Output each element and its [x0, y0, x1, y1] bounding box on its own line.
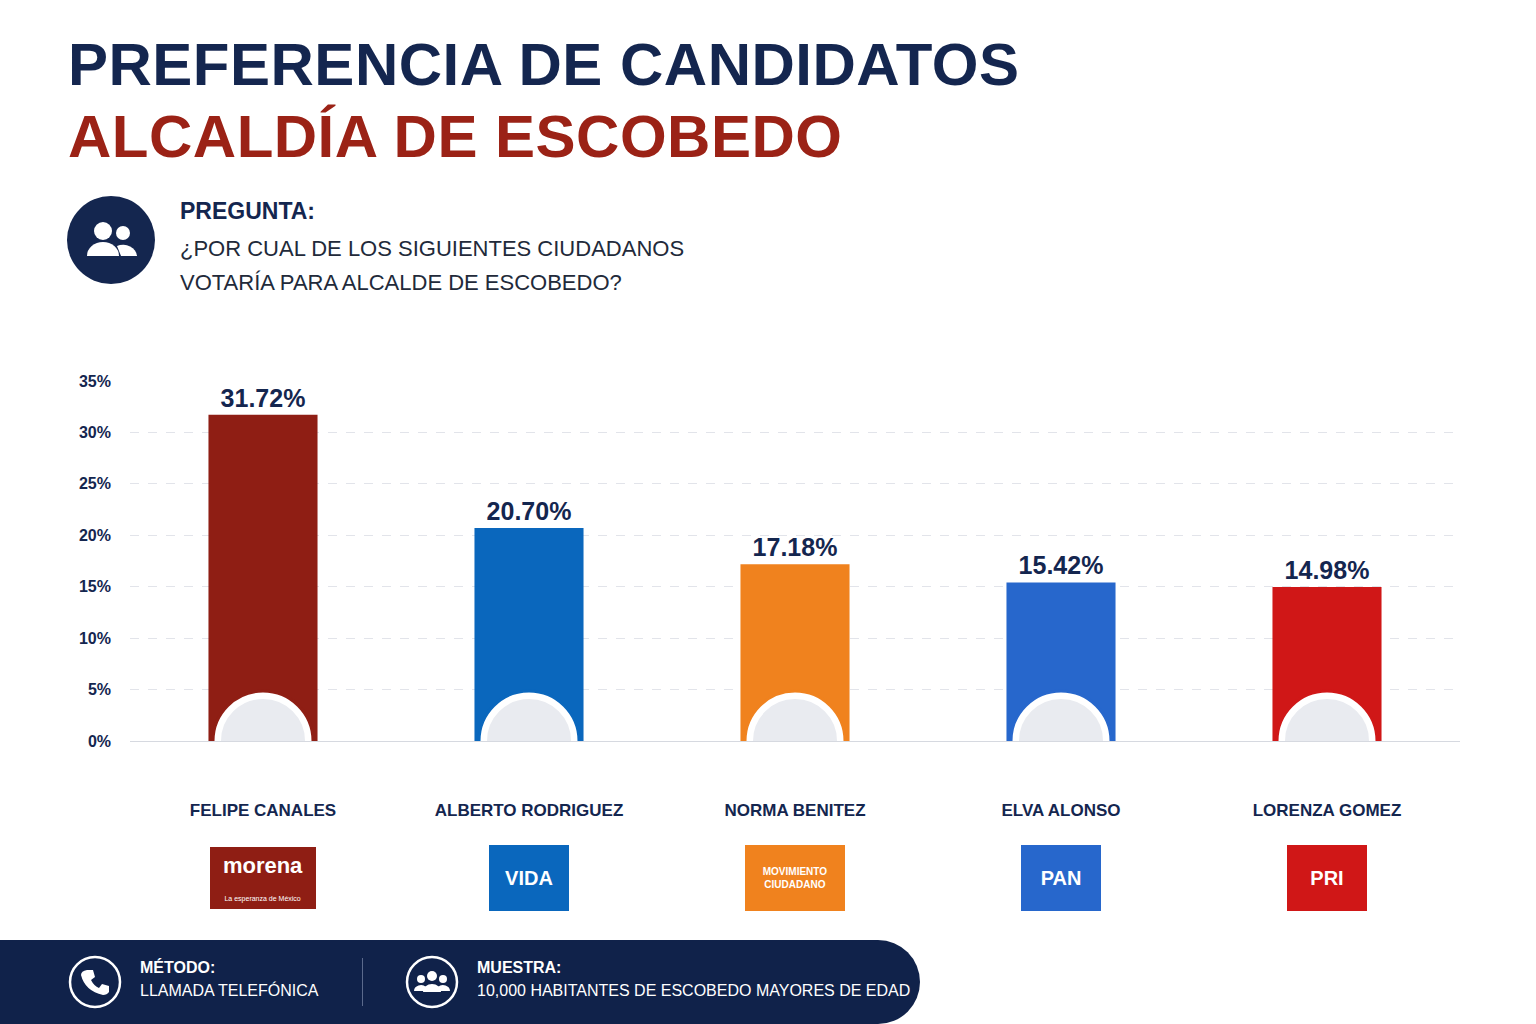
html-text:PREGUNTA:: PREGUNTA: — [180, 198, 315, 224]
svg-text:morenaLa esperanza de México: morenaLa esperanza de México — [223, 853, 303, 904]
html-text:10,000 HABITANTES DE ESCOBEDO: 10,000 HABITANTES DE ESCOBEDO MAYORES DE… — [477, 982, 911, 999]
svg-text:20.70%: 20.70% — [487, 497, 572, 525]
svg-text:25%: 25% — [79, 475, 111, 492]
html-text:PREFERENCIA DE CANDIDATOS: PREFERENCIA DE CANDIDATOS — [68, 31, 1020, 98]
svg-text:0%: 0% — [88, 733, 111, 750]
svg-text:MOVIMIENTOCIUDADANO: MOVIMIENTOCIUDADANO — [763, 866, 827, 890]
svg-text:20%: 20% — [79, 527, 111, 544]
svg-text:VIDA: VIDA — [505, 867, 553, 889]
svg-text:15%: 15% — [79, 578, 111, 595]
svg-text:15.42%: 15.42% — [1019, 551, 1104, 579]
html-text:ALCALDÍA DE ESCOBEDO: ALCALDÍA DE ESCOBEDO — [68, 103, 843, 170]
svg-text:30%: 30% — [79, 424, 111, 441]
html-text:MÉTODO:: MÉTODO: — [140, 959, 216, 976]
svg-text:5%: 5% — [88, 681, 111, 698]
svg-text:35%: 35% — [79, 373, 111, 390]
svg-text:NORMA BENITEZ: NORMA BENITEZ — [724, 801, 865, 820]
html-text:¿POR CUAL DE LOS SIGUIENTES CI: ¿POR CUAL DE LOS SIGUIENTES CIUDADANOS V… — [180, 236, 685, 295]
svg-text:PAN: PAN — [1041, 867, 1082, 889]
svg-text:LORENZA GOMEZ: LORENZA GOMEZ — [1253, 801, 1402, 820]
svg-text:PRI: PRI — [1310, 867, 1343, 889]
svg-text:FELIPE CANALES: FELIPE CANALES — [190, 801, 336, 820]
svg-text:14.98%: 14.98% — [1285, 556, 1370, 584]
html-text:LLAMADA TELEFÓNICA: LLAMADA TELEFÓNICA — [140, 982, 319, 999]
svg-text:ALBERTO RODRIGUEZ: ALBERTO RODRIGUEZ — [435, 801, 624, 820]
svg-text:17.18%: 17.18% — [753, 533, 838, 561]
svg-text:10%: 10% — [79, 630, 111, 647]
svg-text:31.72%: 31.72% — [221, 384, 306, 412]
html-text:MUESTRA:: MUESTRA: — [477, 959, 562, 976]
svg-text:ELVA ALONSO: ELVA ALONSO — [1002, 801, 1121, 820]
